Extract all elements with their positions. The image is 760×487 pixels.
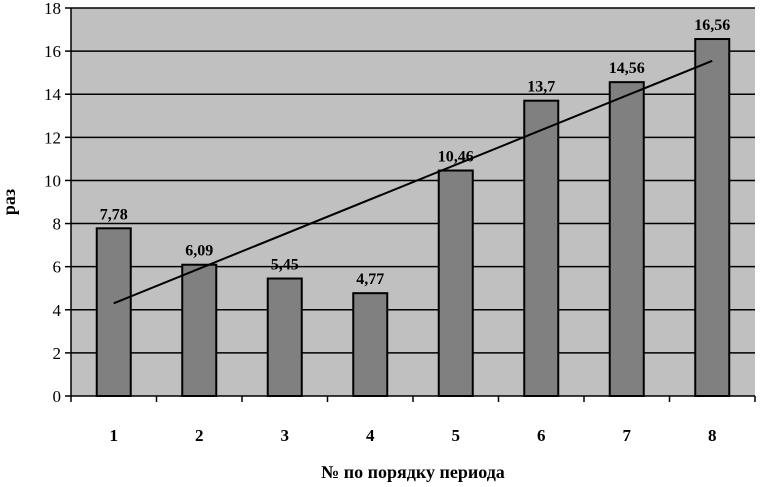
x-tick-label: 2 — [195, 426, 204, 445]
bar — [608, 81, 645, 397]
y-tick-label: 16 — [44, 42, 61, 61]
x-tick-label: 5 — [452, 426, 461, 445]
bar — [95, 227, 132, 397]
bar — [181, 263, 218, 397]
x-tick-label: 8 — [708, 426, 717, 445]
data-label: 10,46 — [438, 149, 474, 166]
x-tick-label: 1 — [110, 426, 119, 445]
data-label: 6,09 — [185, 243, 213, 260]
x-tick-label: 7 — [623, 426, 632, 445]
y-tick-label: 10 — [44, 171, 61, 190]
bar — [694, 38, 731, 397]
y-tick-label: 14 — [44, 85, 62, 104]
y-tick-label: 4 — [53, 301, 62, 320]
bar — [352, 292, 389, 397]
data-labels: 7,78 6,09 5,45 4,77 10,46 13,7 14,56 16,56 — [100, 17, 731, 288]
y-tick-label: 0 — [53, 387, 62, 406]
bars — [95, 38, 731, 397]
plot-area — [71, 8, 755, 396]
data-label: 5,45 — [271, 257, 299, 274]
y-tick-label: 12 — [44, 128, 61, 147]
trendline — [113, 59, 713, 305]
bar — [523, 99, 560, 397]
y-tick-label: 18 — [44, 0, 61, 18]
bar — [266, 277, 303, 397]
y-tick-label: 2 — [53, 344, 62, 363]
data-label: 13,7 — [527, 79, 555, 96]
x-tick-label: 6 — [537, 426, 546, 445]
y-tick-labels: 0 2 4 6 8 10 12 14 16 18 — [44, 0, 62, 406]
y-tick-label: 8 — [53, 215, 62, 234]
x-tick-label: 4 — [366, 426, 375, 445]
data-label: 16,56 — [694, 17, 730, 34]
x-tick-label: 3 — [281, 426, 290, 445]
bar — [437, 169, 474, 397]
x-axis-title: № по порядку периода — [321, 462, 505, 482]
data-label: 14,56 — [609, 60, 645, 77]
y-axis-title: раз — [0, 189, 19, 215]
data-label: 4,77 — [356, 271, 384, 288]
y-tick-label: 6 — [53, 258, 62, 277]
x-tick-labels: 1 2 3 4 5 6 7 8 — [110, 426, 717, 445]
axes — [65, 7, 756, 402]
data-label: 7,78 — [100, 206, 128, 223]
